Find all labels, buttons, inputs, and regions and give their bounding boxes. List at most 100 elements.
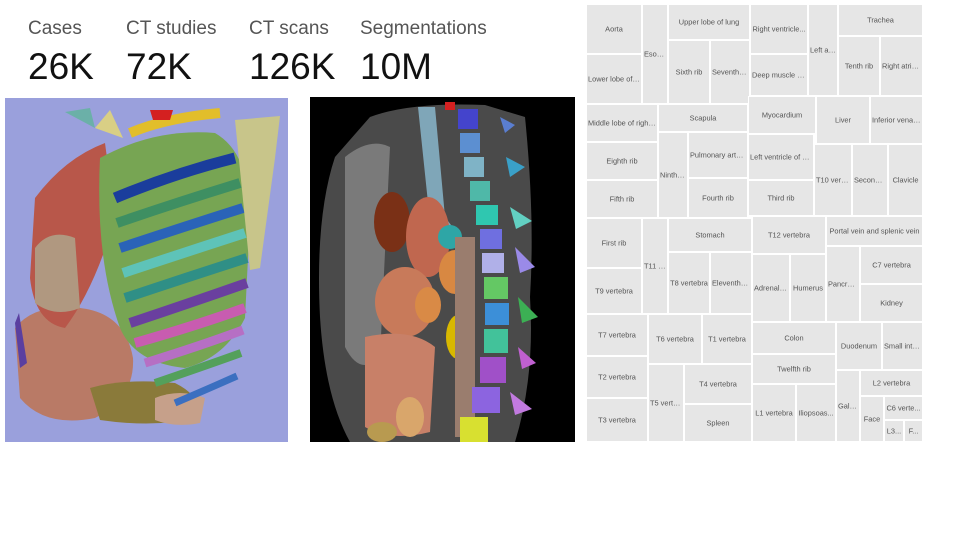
treemap-cell: Spleen (684, 404, 752, 442)
treemap-label: Small inte... (884, 341, 922, 351)
treemap-cell: Liver (816, 96, 870, 144)
treemap-cell: T7 vertebra (586, 314, 648, 356)
treemap-cell: Middle lobe of right... (586, 104, 658, 142)
treemap-cell: Aorta (586, 4, 642, 54)
stat-label: Cases (28, 18, 82, 39)
treemap-label: Esoph... (644, 49, 667, 59)
treemap-label: T3 vertebra (598, 415, 636, 425)
treemap-cell: Clavicle (888, 144, 923, 216)
treemap-cell: Iliopsoas... (796, 384, 836, 442)
treemap-cell: Fifth rib (586, 180, 658, 218)
treemap-cell: L2 vertebra (860, 370, 923, 396)
treemap-cell: Fourth rib (688, 178, 748, 218)
treemap-label: T10 verte... (816, 175, 851, 185)
treemap-cell: Tenth rib (838, 36, 880, 96)
treemap-cell: T3 vertebra (586, 398, 648, 442)
treemap-cell: Face (860, 396, 884, 442)
treemap-label: Lower lobe of l... (588, 74, 641, 84)
treemap-cell: Twelfth rib (752, 354, 836, 384)
treemap-label: Upper lobe of lung (678, 17, 740, 27)
treemap-label: T11 ve... (644, 261, 667, 271)
ct-sagittal-slice (310, 97, 575, 442)
segmentation-3d-render (5, 98, 288, 442)
treemap-cell: T9 vertebra (586, 268, 642, 314)
treemap-label: Right atrium (882, 61, 922, 71)
treemap-label: Iliopsoas... (798, 408, 834, 418)
treemap-label: C6 verte... (886, 403, 921, 413)
treemap-cell: T2 vertebra (586, 356, 648, 398)
treemap-label: Kidney (880, 298, 903, 308)
treemap-label: Myocardium (761, 110, 803, 120)
treemap-label: Humerus (793, 283, 823, 293)
treemap-cell: Right atrium (880, 36, 923, 96)
treemap-cell: L3... (884, 420, 904, 442)
treemap-label: T5 verte... (650, 398, 683, 408)
treemap-cell: Pulmonary artery (688, 132, 748, 178)
treemap-label: C7 vertebra (872, 260, 911, 270)
treemap-cell: Small inte... (882, 322, 923, 370)
treemap-cell: Gallbl... (836, 370, 860, 442)
treemap-label: Left atr... (810, 45, 837, 55)
treemap-label: Duodenum (840, 341, 878, 351)
treemap-cell: Seventh rib (710, 40, 750, 104)
treemap-cell: T8 vertebra (668, 252, 710, 314)
treemap-label: Stomach (695, 230, 725, 240)
stat-ct-studies: CT studies 72K (126, 16, 216, 88)
treemap-label: T12 vertebra (768, 230, 810, 240)
treemap-label: Colon (784, 333, 804, 343)
treemap-cell: Scapula (658, 104, 748, 132)
treemap-cell: Adrenal g... (752, 254, 790, 322)
treemap-label: Third rib (767, 193, 795, 203)
treemap-label: Deep muscle of... (752, 70, 807, 80)
treemap-label: T8 vertebra (670, 278, 708, 288)
treemap-label: Seventh rib (712, 67, 749, 77)
treemap-cell: Deep muscle of... (750, 54, 808, 96)
treemap-label: Left ventricle of h... (750, 152, 813, 162)
treemap-cell: Esoph... (642, 4, 668, 104)
treemap-label: Trachea (867, 15, 894, 25)
treemap-label: Aorta (605, 24, 623, 34)
stat-label: CT scans (249, 18, 329, 39)
treemap-cell: Duodenum (836, 322, 882, 370)
treemap-label: Fourth rib (702, 193, 734, 203)
stat-label: CT studies (126, 18, 217, 39)
treemap-cell: T11 ve... (642, 218, 668, 314)
treemap-label: Scapula (689, 113, 717, 123)
stat-value: 26K (28, 46, 94, 87)
treemap-cell: Kidney (860, 284, 923, 322)
treemap-cell: C7 vertebra (860, 246, 923, 284)
treemap-label: Sixth rib (675, 67, 703, 77)
stat-value: 72K (126, 46, 192, 87)
treemap-label: Portal vein and splenic vein (829, 226, 920, 236)
stat-segmentations: Segmentations 10M (360, 16, 487, 88)
treemap-cell: Left atr... (808, 4, 838, 96)
treemap-label: Twelfth rib (777, 364, 811, 374)
treemap-cell: T5 verte... (648, 364, 684, 442)
treemap-cell: T4 vertebra (684, 364, 752, 404)
treemap-label: L1 vertebra (755, 408, 793, 418)
treemap-cell: Upper lobe of lung (668, 4, 750, 40)
treemap-label: Spleen (706, 418, 730, 428)
treemap-label: T6 vertebra (656, 334, 694, 344)
treemap-label: Middle lobe of right... (588, 118, 657, 128)
treemap-label: T2 vertebra (598, 372, 636, 382)
stat-ct-scans: CT scans 126K (249, 16, 335, 88)
treemap-cell: Eighth rib (586, 142, 658, 180)
treemap-label: Ninth rib (660, 170, 687, 180)
treemap-cell: Humerus (790, 254, 826, 322)
stat-label: Segmentations (360, 18, 487, 39)
treemap-cell: T10 verte... (814, 144, 852, 216)
treemap-cell: F... (904, 420, 923, 442)
treemap-label: Inferior vena c... (872, 115, 922, 125)
treemap-label: First rib (601, 238, 627, 248)
segmentation-treemap: Aorta Esoph... Upper lobe of lung Right … (586, 4, 923, 442)
treemap-label: Gallbl... (838, 401, 859, 411)
treemap-cell: Trachea (838, 4, 923, 36)
treemap-cell: Lower lobe of l... (586, 54, 642, 104)
treemap-label: Eleventh rib (712, 278, 751, 288)
treemap-cell: Sixth rib (668, 40, 710, 104)
treemap-label: L3... (886, 426, 902, 436)
treemap-cell: Pancreas (826, 246, 860, 322)
treemap-label: Fifth rib (609, 194, 635, 204)
treemap-label: Second rib (854, 175, 887, 185)
